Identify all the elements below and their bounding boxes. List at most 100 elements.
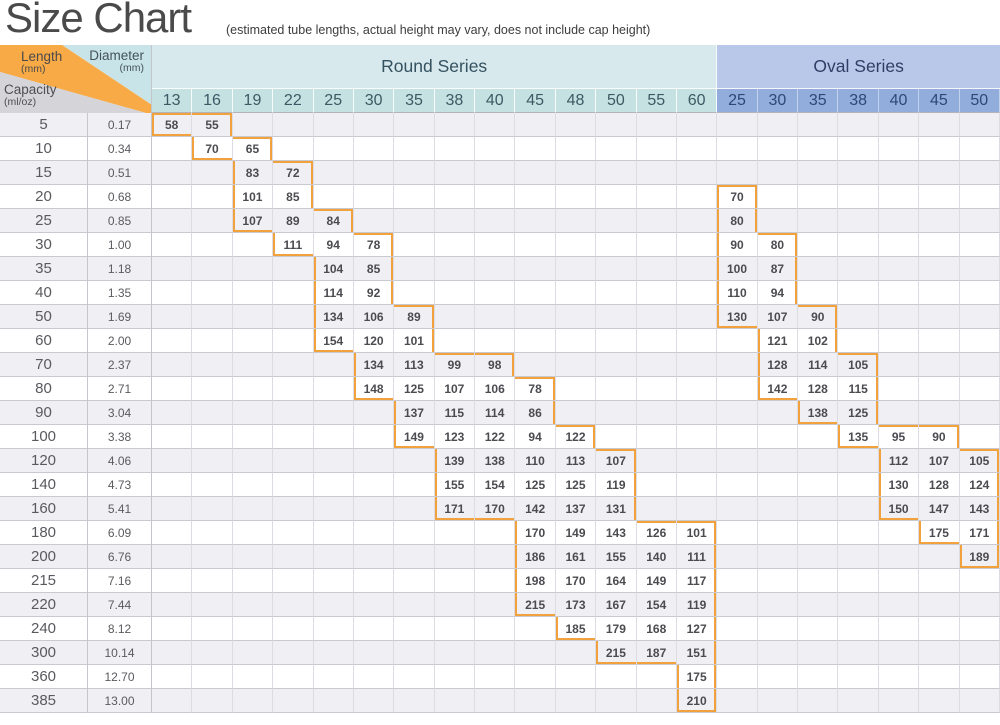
capacity-ml-cell: 90: [0, 401, 88, 425]
length-cell-round-140-50: 119: [596, 473, 637, 497]
length-cell-round-240-50: 179: [596, 617, 637, 641]
empty-cell-round-5-48: [555, 113, 597, 137]
empty-cell-round-160-30: [353, 497, 395, 521]
empty-cell-round-10-40: [475, 137, 516, 161]
dia-col-round-30: 30: [353, 89, 395, 113]
empty-cell-round-20-35: [394, 185, 435, 209]
empty-cell-round-50-60: [676, 305, 718, 329]
empty-cell-round-50-16: [192, 305, 233, 329]
length-cell-round-5-16: 55: [192, 113, 233, 137]
empty-cell-oval-360-50: [959, 665, 1000, 689]
empty-cell-oval-40-40: [878, 281, 920, 305]
empty-cell-round-35-35: [394, 257, 435, 281]
dia-col-round-25: 25: [313, 89, 354, 113]
empty-cell-round-25-13: [152, 209, 193, 233]
capacity-ml-cell: 5: [0, 113, 88, 137]
empty-cell-round-120-30: [353, 449, 395, 473]
empty-cell-oval-80-40: [878, 377, 920, 401]
length-cell-round-90-38: 115: [434, 401, 476, 425]
length-cell-round-140-48: 125: [555, 473, 597, 497]
empty-cell-oval-90-25: [717, 401, 758, 425]
empty-cell-round-25-38: [434, 209, 476, 233]
empty-cell-round-25-16: [192, 209, 233, 233]
length-cell-round-100-35: 149: [394, 425, 435, 449]
empty-cell-oval-120-30: [757, 449, 799, 473]
empty-cell-round-360-22: [273, 665, 314, 689]
empty-cell-oval-25-35: [798, 209, 839, 233]
empty-cell-round-160-22: [273, 497, 314, 521]
empty-cell-round-120-55: [636, 449, 677, 473]
empty-cell-round-5-50: [596, 113, 637, 137]
length-cell-round-140-45: 125: [515, 473, 556, 497]
empty-cell-round-385-38: [434, 689, 476, 713]
empty-cell-oval-240-38: [838, 617, 879, 641]
empty-cell-round-5-25: [313, 113, 354, 137]
empty-cell-oval-200-40: [878, 545, 920, 569]
empty-cell-round-60-45: [515, 329, 556, 353]
empty-cell-oval-385-25: [717, 689, 758, 713]
empty-cell-round-100-13: [152, 425, 193, 449]
empty-cell-oval-200-38: [838, 545, 879, 569]
dia-col-round-50: 50: [596, 89, 637, 113]
empty-cell-oval-50-50: [959, 305, 1000, 329]
empty-cell-oval-215-25: [717, 569, 758, 593]
empty-cell-oval-20-45: [919, 185, 960, 209]
empty-cell-round-5-40: [475, 113, 516, 137]
length-cell-oval-160-50: 143: [959, 497, 1000, 521]
empty-cell-oval-20-38: [838, 185, 879, 209]
empty-cell-round-360-16: [192, 665, 233, 689]
empty-cell-round-40-35: [394, 281, 435, 305]
empty-cell-oval-50-45: [919, 305, 960, 329]
empty-cell-round-15-45: [515, 161, 556, 185]
length-cell-round-50-35: 89: [394, 305, 435, 329]
empty-cell-round-20-16: [192, 185, 233, 209]
empty-cell-round-20-30: [353, 185, 395, 209]
empty-cell-oval-30-40: [878, 233, 920, 257]
empty-cell-oval-10-35: [798, 137, 839, 161]
empty-cell-round-120-25: [313, 449, 354, 473]
empty-cell-round-240-45: [515, 617, 556, 641]
capacity-oz-cell: 3.04: [88, 401, 152, 425]
capacity-oz-cell: 6.76: [88, 545, 152, 569]
empty-cell-round-220-13: [152, 593, 193, 617]
empty-cell-round-200-13: [152, 545, 193, 569]
capacity-ml-cell: 70: [0, 353, 88, 377]
capacity-oz-cell: 7.16: [88, 569, 152, 593]
empty-cell-oval-360-40: [878, 665, 920, 689]
length-cell-round-70-38: 99: [434, 353, 476, 377]
empty-cell-oval-5-50: [959, 113, 1000, 137]
length-cell-round-30-30: 78: [353, 233, 395, 257]
dia-col-round-38: 38: [434, 89, 476, 113]
length-cell-round-60-25: 154: [313, 329, 354, 353]
capacity-ml-cell: 30: [0, 233, 88, 257]
empty-cell-round-15-40: [475, 161, 516, 185]
oval-series-header: Oval Series: [717, 45, 1000, 89]
empty-cell-round-40-16: [192, 281, 233, 305]
size-table: Length (mm) Diameter (mm) Capacity (ml/o…: [0, 45, 1000, 713]
empty-cell-oval-90-45: [919, 401, 960, 425]
length-cell-round-70-35: 113: [394, 353, 435, 377]
dia-col-oval-50: 50: [959, 89, 1000, 113]
empty-cell-round-360-45: [515, 665, 556, 689]
capacity-ml-cell: 10: [0, 137, 88, 161]
length-cell-round-120-45: 110: [515, 449, 556, 473]
empty-cell-oval-90-30: [757, 401, 799, 425]
length-cell-round-90-40: 114: [475, 401, 516, 425]
empty-cell-round-300-48: [555, 641, 597, 665]
empty-cell-round-140-19: [232, 473, 274, 497]
capacity-oz-cell: 3.38: [88, 425, 152, 449]
empty-cell-round-30-19: [232, 233, 274, 257]
length-cell-round-100-38: 123: [434, 425, 476, 449]
empty-cell-round-385-35: [394, 689, 435, 713]
empty-cell-oval-5-25: [717, 113, 758, 137]
empty-cell-oval-30-50: [959, 233, 1000, 257]
empty-cell-round-215-30: [353, 569, 395, 593]
empty-cell-round-300-38: [434, 641, 476, 665]
empty-cell-round-220-35: [394, 593, 435, 617]
empty-cell-round-360-38: [434, 665, 476, 689]
length-cell-oval-140-45: 128: [919, 473, 960, 497]
empty-cell-oval-220-35: [798, 593, 839, 617]
empty-cell-round-10-13: [152, 137, 193, 161]
length-cell-round-40-25: 114: [313, 281, 354, 305]
